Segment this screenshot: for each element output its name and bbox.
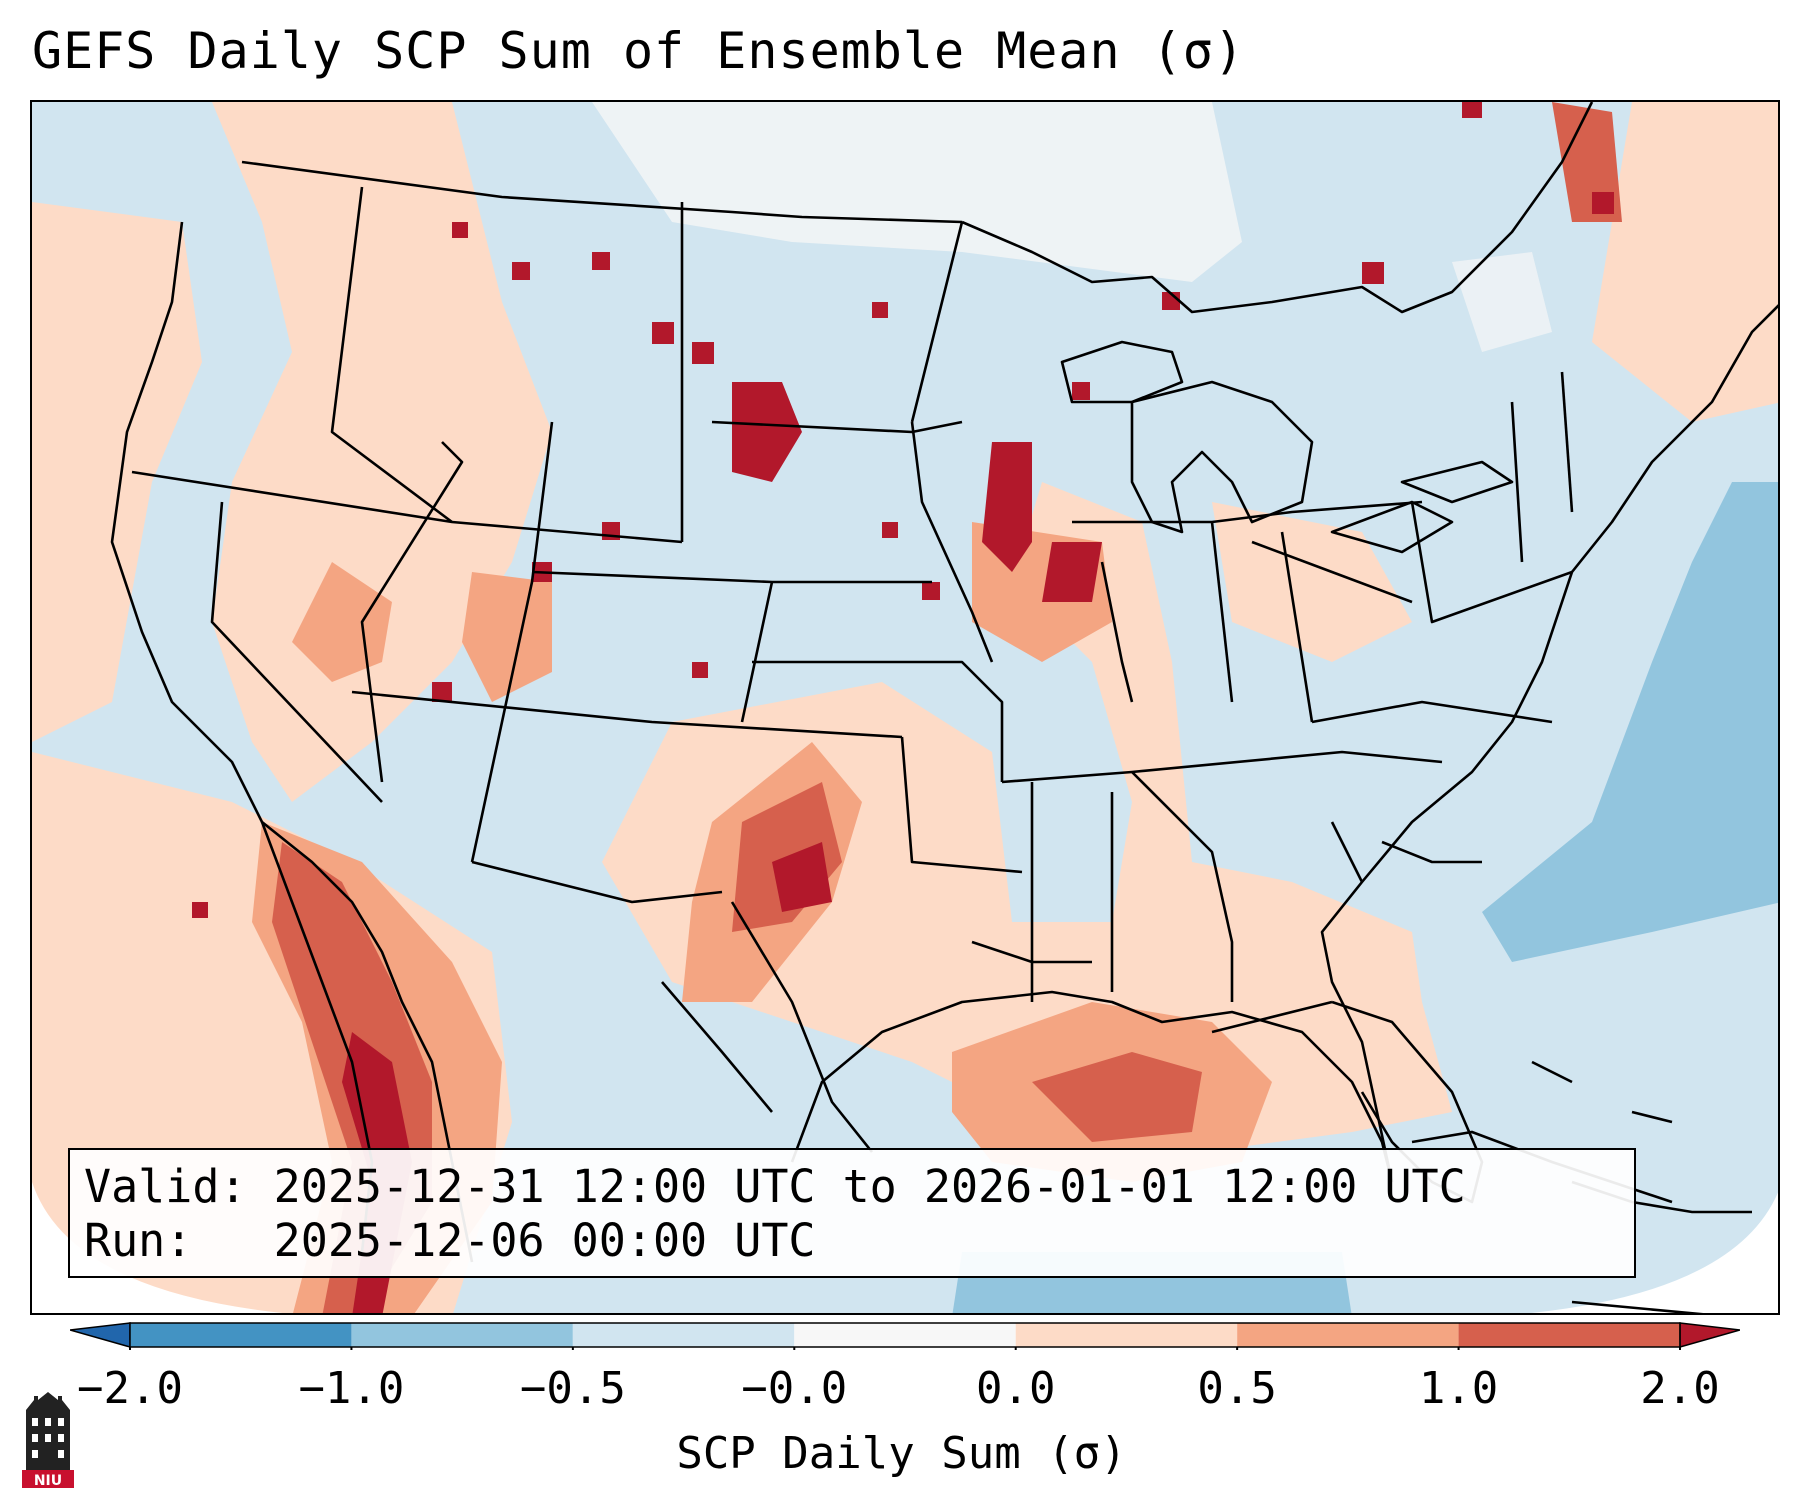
scp-field-map <box>32 102 1778 1313</box>
colorbar-label: SCP Daily Sum (σ) <box>676 1428 1127 1479</box>
map-panel <box>30 100 1780 1315</box>
colorbar-segment <box>1458 1323 1680 1347</box>
colorbar-tick-label: −1.0 <box>298 1363 405 1414</box>
colorbar-segment <box>794 1323 1016 1347</box>
colorbar-over-extend <box>1679 1322 1740 1348</box>
colorbar-tick-label: −2.0 <box>77 1363 183 1414</box>
colorbar-under-extend <box>70 1322 131 1348</box>
neutral-field <box>592 102 1552 352</box>
valid-run-info-box: Valid: 2025-12-31 12:00 UTC to 2026-01-0… <box>68 1148 1636 1278</box>
colorbar-tick-label: 1.0 <box>1418 1363 1499 1414</box>
colorbar-tick-label: −0.0 <box>741 1363 848 1414</box>
state-boundaries <box>110 102 1778 1263</box>
valid-label: Valid: <box>84 1160 247 1213</box>
colorbar-tick-label: −0.5 <box>519 1363 626 1414</box>
colorbar-tick-label: 0.0 <box>975 1363 1056 1414</box>
colorbar-frame <box>129 1322 1681 1348</box>
colorbar-segment <box>572 1323 795 1347</box>
valid-value: 2025-12-31 12:00 UTC to 2026-01-01 12:00… <box>273 1160 1466 1213</box>
run-label: Run: <box>84 1214 193 1267</box>
colorbar <box>70 1322 1740 1350</box>
niu-logo-tower <box>26 1392 70 1470</box>
run-value: 2025-12-06 00:00 UTC <box>273 1214 816 1267</box>
colorbar-segment <box>1237 1323 1459 1347</box>
colorbar-segment <box>351 1323 573 1347</box>
projection-edge-right <box>1531 1192 1778 1313</box>
colorbar-segment <box>1015 1323 1238 1347</box>
niu-logo-text: NIU <box>34 1473 62 1489</box>
niu-logo: NIU <box>22 1392 74 1489</box>
colorbar-segment <box>130 1323 352 1347</box>
colorbar-tick-label: 0.5 <box>1197 1363 1277 1414</box>
map-title: GEFS Daily SCP Sum of Ensemble Mean (σ) <box>32 22 1245 80</box>
colorbar-tick-label: 2.0 <box>1640 1363 1720 1414</box>
projection-edge-left <box>32 1182 283 1313</box>
